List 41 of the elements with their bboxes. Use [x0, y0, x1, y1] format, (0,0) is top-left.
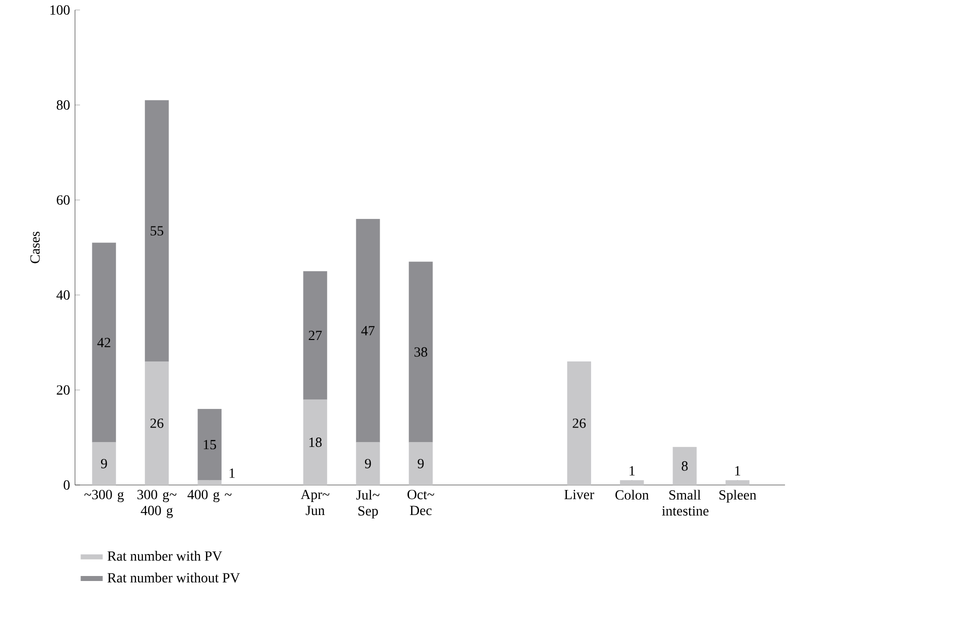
x-tick-label: Jul~ Sep	[356, 490, 380, 518]
data-label: 27	[308, 330, 322, 340]
data-label: 26	[572, 418, 586, 428]
data-label: 1	[735, 466, 740, 476]
data-label: 38	[414, 347, 428, 357]
data-label: 9	[418, 458, 424, 468]
legend-label: Rat number with PV	[108, 550, 222, 561]
data-label: 15	[204, 440, 216, 450]
legend-label: Rat number without PV	[108, 572, 240, 583]
data-label: 9	[101, 458, 107, 468]
data-label: 47	[361, 326, 375, 336]
bar	[144, 100, 169, 362]
x-tick-label: Colon	[615, 490, 649, 500]
data-label: 42	[97, 338, 110, 348]
x-tick-label: Spleen	[719, 490, 756, 502]
y-tick-label: 20	[56, 385, 70, 395]
data-label: 1	[630, 466, 635, 476]
x-tick-label: Liver	[564, 490, 594, 500]
y-tick-label: 60	[56, 195, 70, 205]
y-tick-label: 100	[50, 5, 70, 15]
x-tick-label: ~300 g	[84, 490, 124, 502]
x-tick-label: 300 g~ 400 g	[137, 490, 176, 518]
bar	[356, 218, 380, 442]
x-tick-label: 400 g ~	[188, 490, 232, 502]
data-label: 55	[150, 226, 164, 236]
data-label: 26	[150, 418, 164, 428]
bar	[198, 408, 222, 480]
x-tick-label: Apr~ Jun	[300, 490, 330, 516]
data-label: 1	[230, 468, 235, 478]
data-label: 9	[364, 458, 371, 468]
bar	[408, 262, 433, 442]
y-axis-title: Cases	[30, 232, 40, 264]
data-label: 8	[682, 461, 688, 471]
bar	[303, 271, 328, 400]
data-label: 18	[309, 438, 322, 447]
x-tick-label: Oct~ Dec	[408, 490, 434, 516]
bar	[92, 242, 116, 442]
x-tick-label: Small intestine	[662, 490, 708, 516]
y-tick-label: 80	[56, 100, 70, 110]
y-tick-label: 0	[64, 480, 70, 490]
y-tick-label: 40	[56, 290, 70, 300]
